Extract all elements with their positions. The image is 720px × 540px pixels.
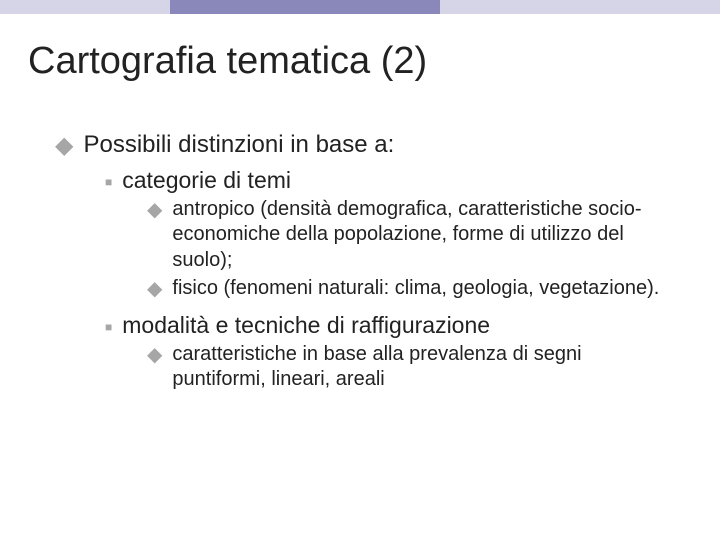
bullet-text: Possibili distinzioni in base a: [83,130,394,160]
bullet-lvl2: ■ modalità e tecniche di raffigurazione [105,311,675,340]
diamond-icon: ◆ [55,130,73,158]
bullet-lvl2: ■ categorie di temi [105,166,675,195]
square-icon: ■ [105,166,112,188]
bullet-text: antropico (densità demografica, caratter… [172,197,675,274]
slide-body: ◆ Possibili distinzioni in base a: ■ cat… [55,130,675,395]
square-icon: ■ [105,311,112,333]
bullet-text: fisico (fenomeni naturali: clima, geolog… [172,276,659,302]
diamond-icon: ◆ [147,342,162,365]
bullet-text: categorie di temi [122,166,291,195]
bullet-lvl3: ◆ antropico (densità demografica, caratt… [147,197,675,274]
bullet-lvl1: ◆ Possibili distinzioni in base a: [55,130,675,160]
diamond-icon: ◆ [147,197,162,220]
bullet-lvl3: ◆ fisico (fenomeni naturali: clima, geol… [147,276,675,302]
bullet-lvl3: ◆ caratteristiche in base alla prevalenz… [147,342,675,393]
slide-title: Cartografia tematica (2) [28,40,427,83]
diamond-icon: ◆ [147,276,162,299]
header-bar-dark [170,0,440,14]
bullet-text: modalità e tecniche di raffigurazione [122,311,490,340]
bullet-text: caratteristiche in base alla prevalenza … [172,342,675,393]
